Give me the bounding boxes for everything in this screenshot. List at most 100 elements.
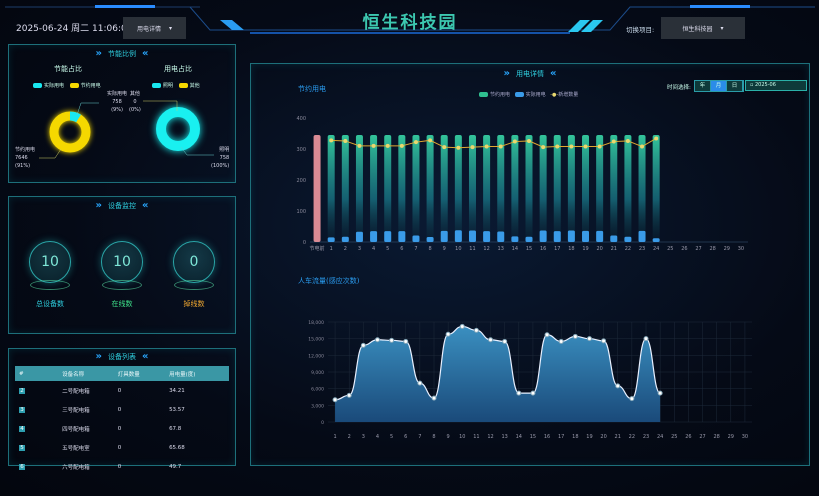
line-point bbox=[555, 144, 560, 149]
bar-saved bbox=[567, 135, 575, 242]
time-tabs: 年月日 bbox=[694, 80, 744, 92]
bar-actual bbox=[355, 231, 363, 242]
table-row[interactable]: 4 四号配电箱 0 67.8 bbox=[15, 419, 229, 438]
caret-down-icon: ▾ bbox=[169, 24, 173, 32]
x-tick-label: 16 bbox=[544, 434, 550, 440]
col-header: 设备名称 bbox=[62, 366, 118, 381]
tab-2[interactable]: 日 bbox=[727, 81, 743, 91]
y-tick-label: 18,000 bbox=[308, 320, 324, 326]
line-point bbox=[399, 143, 404, 148]
device-table: # 设备名称 灯具数量 用电量(度) 2 二号配电箱 0 34.21 3 三号配电箱 0 53.57… bbox=[15, 366, 229, 476]
donut-charts bbox=[39, 100, 214, 159]
monitor-label: 在线数 bbox=[111, 300, 133, 308]
datetime: 2025-06-24 周二 11:06:03 bbox=[16, 24, 133, 34]
view-dropdown-label: 用电详情 bbox=[136, 25, 161, 33]
bar-saved bbox=[553, 135, 561, 242]
view-dropdown[interactable]: 用电详情 ▾ bbox=[123, 17, 186, 39]
date-input[interactable]: ▫ 2025-06 bbox=[745, 80, 807, 91]
chevron-left-icon: « bbox=[142, 200, 149, 211]
x-tick-label: 节电前 bbox=[310, 245, 325, 252]
x-tick-label: 5 bbox=[386, 246, 389, 252]
x-tick-label: 30 bbox=[738, 246, 744, 252]
x-tick-label: 4 bbox=[376, 434, 379, 440]
area-point bbox=[629, 396, 635, 402]
x-tick-label: 1 bbox=[333, 434, 336, 440]
line-point bbox=[640, 144, 645, 149]
col-header: 用电量(度) bbox=[169, 366, 229, 381]
x-tick-label: 27 bbox=[699, 434, 705, 440]
x-tick-label: 12 bbox=[483, 246, 489, 252]
line-point bbox=[498, 144, 503, 149]
area-point bbox=[473, 327, 479, 333]
line-point bbox=[357, 143, 362, 148]
bar-saved bbox=[384, 135, 392, 242]
line-point bbox=[654, 136, 659, 141]
x-tick-label: 30 bbox=[742, 434, 748, 440]
saved-label: 节约用电 7646 (91%) bbox=[15, 147, 36, 169]
bar-chart-title: 节约用电 bbox=[298, 85, 326, 93]
area-point bbox=[572, 333, 578, 339]
area-point bbox=[431, 395, 437, 401]
row-index: 6 bbox=[19, 463, 25, 470]
bar-actual bbox=[327, 237, 335, 242]
area-point bbox=[601, 338, 607, 344]
y-tick-label: 9,000 bbox=[311, 370, 324, 376]
table-row[interactable]: 3 三号配电箱 0 53.57 bbox=[15, 400, 229, 419]
bar-actual bbox=[440, 230, 448, 242]
area-point bbox=[332, 397, 338, 403]
x-tick-label: 2 bbox=[344, 246, 347, 252]
power-detail-panel: » 用电详情 « 节约用电 节约用电 实际用电 -●-新增数量 时间选择: 年月日 … bbox=[250, 63, 810, 466]
area-point bbox=[403, 338, 409, 344]
x-tick-label: 19 bbox=[582, 246, 588, 252]
x-tick-label: 14 bbox=[516, 434, 522, 440]
lamp-count: 0 bbox=[117, 425, 122, 432]
bar-saved bbox=[497, 135, 505, 242]
x-tick-label: 22 bbox=[625, 246, 631, 252]
x-tick-label: 29 bbox=[724, 246, 730, 252]
bar-actual bbox=[610, 235, 618, 242]
x-tick-label: 9 bbox=[443, 246, 446, 252]
device-list-panel: » 设备列表 « # 设备名称 灯具数量 用电量(度) 2 二号配电箱 0 34.21 3 三号配电… bbox=[8, 348, 236, 471]
x-tick-label: 20 bbox=[596, 246, 602, 252]
bar-saved bbox=[539, 135, 547, 242]
bar-actual bbox=[511, 236, 519, 242]
chevron-right-icon: » bbox=[95, 48, 102, 59]
y-tick-label: 400 bbox=[296, 116, 306, 122]
x-tick-label: 17 bbox=[554, 246, 560, 252]
line-point bbox=[442, 145, 447, 150]
chevron-left-icon: « bbox=[142, 351, 149, 362]
power-usage: 49.7 bbox=[169, 463, 182, 470]
x-tick-label: 3 bbox=[362, 434, 365, 440]
table-row[interactable]: 6 六号配电箱 0 49.7 bbox=[15, 457, 229, 476]
bar-saved bbox=[596, 135, 604, 242]
header-frame bbox=[5, 5, 815, 34]
bar-actual bbox=[370, 231, 378, 242]
line-point bbox=[625, 138, 630, 143]
x-tick-label: 8 bbox=[432, 434, 435, 440]
x-tick-label: 29 bbox=[728, 434, 734, 440]
energy-ratio-panel: » 节能比例 « 节能占比 用电占比 实际用电 节约用电 照明 其他 实际用电 758… bbox=[8, 44, 236, 183]
col-header: # bbox=[15, 366, 63, 381]
bar-saved bbox=[610, 135, 618, 242]
x-tick-label: 11 bbox=[469, 246, 475, 252]
monitor-value: 10 bbox=[41, 254, 59, 270]
power-usage: 67.8 bbox=[169, 425, 182, 432]
x-tick-label: 18 bbox=[572, 434, 578, 440]
project-dropdown[interactable]: 恒生科技园 ▾ bbox=[661, 17, 745, 39]
tab-1[interactable]: 月 bbox=[711, 81, 727, 91]
area-point bbox=[417, 380, 423, 386]
y-tick-label: 15,000 bbox=[308, 337, 324, 343]
bar-legend: 节约用电 实际用电 -●-新增数量 bbox=[479, 91, 578, 98]
area-point bbox=[544, 332, 550, 338]
line-point bbox=[456, 145, 461, 150]
area-fill bbox=[335, 326, 661, 422]
bar-saved bbox=[454, 135, 462, 242]
x-tick-label: 1 bbox=[330, 246, 333, 252]
line-point bbox=[611, 139, 616, 144]
bar-saved bbox=[511, 135, 519, 242]
y-tick-label: 200 bbox=[296, 178, 306, 184]
table-row[interactable]: 2 二号配电箱 0 34.21 bbox=[15, 381, 229, 400]
tab-0[interactable]: 年 bbox=[695, 81, 711, 91]
table-row[interactable]: 5 五号配电室 0 65.68 bbox=[15, 438, 229, 457]
area-point bbox=[530, 390, 536, 396]
